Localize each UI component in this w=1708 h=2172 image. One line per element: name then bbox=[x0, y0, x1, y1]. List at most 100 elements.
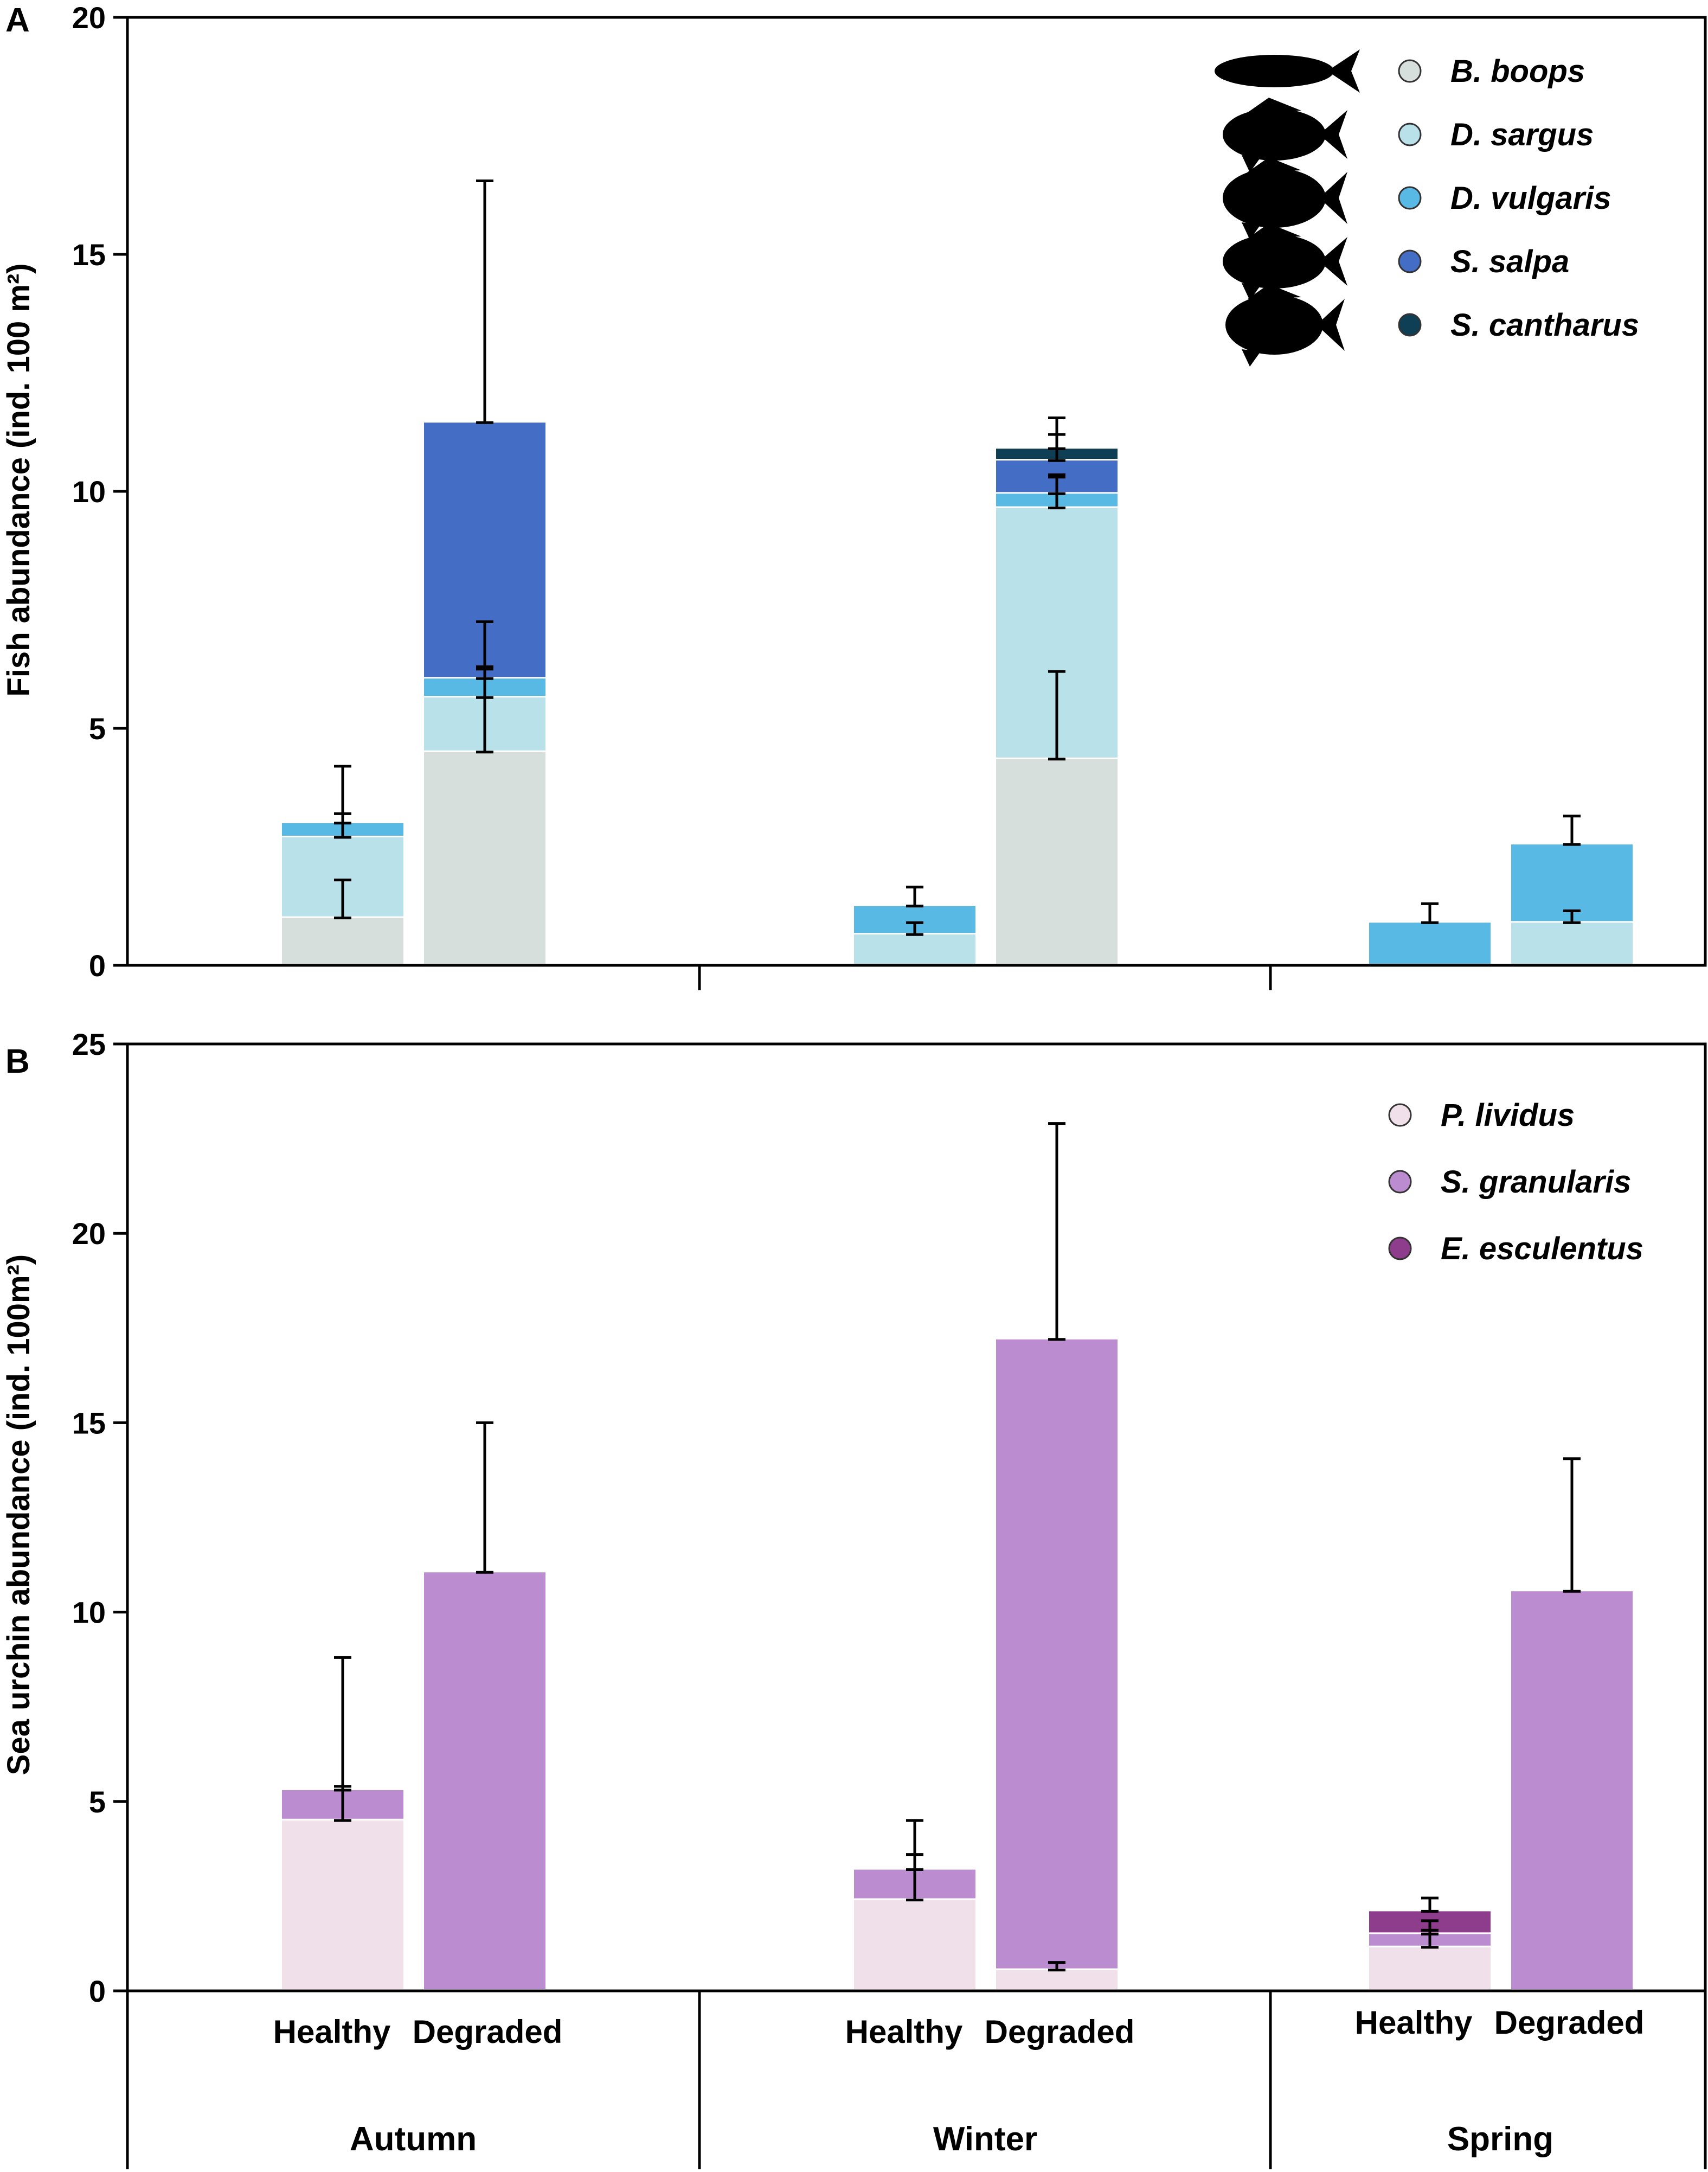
fish-tail bbox=[1319, 237, 1347, 286]
legend-swatch bbox=[1398, 186, 1422, 210]
bar-segment-s-granularis bbox=[1511, 1591, 1633, 1989]
fish-silhouette-vulgaris-icon bbox=[1223, 157, 1347, 240]
bar-segment-d-sargus bbox=[854, 934, 975, 964]
condition-label-autumn-degraded: Degraded bbox=[413, 2014, 563, 2050]
season-label-winter: Winter bbox=[933, 2120, 1037, 2158]
fish-pelvic-fin bbox=[1242, 349, 1261, 367]
bar-segment-s-granularis bbox=[424, 1572, 545, 1989]
legend-swatch bbox=[1388, 1236, 1412, 1260]
condition-label-winter-degraded: Degraded bbox=[985, 2014, 1135, 2050]
legend-swatch bbox=[1388, 1170, 1412, 1194]
legend-item-d-vulgaris: D. vulgaris bbox=[1223, 157, 1611, 240]
legend-label: D. vulgaris bbox=[1450, 181, 1611, 216]
legend-label: E. esculentus bbox=[1441, 1231, 1643, 1266]
fish-body bbox=[1223, 108, 1326, 161]
panel-b: B Sea urchin abundance (ind. 100m²) 0 5 10… bbox=[1, 1027, 1707, 2008]
fish-body bbox=[1223, 168, 1326, 228]
fish-tail bbox=[1327, 49, 1360, 93]
legend-label: S. salpa bbox=[1450, 244, 1569, 279]
bar-segment-p-lividus bbox=[854, 1900, 975, 1989]
legend-label: S. granularis bbox=[1441, 1164, 1631, 1200]
panel-b-legend: P. lividus S. granularis E. esculentus bbox=[1388, 1098, 1643, 1266]
bar-segment-d-vulgaris bbox=[1369, 922, 1491, 964]
panel-a-y-axis-label: Fish abundance (ind. 100 m²) bbox=[1, 263, 36, 696]
legend-swatch bbox=[1398, 59, 1422, 83]
bar-segment-d-vulgaris bbox=[1511, 844, 1633, 921]
fish-body bbox=[1225, 295, 1323, 355]
legend-label: B. boops bbox=[1450, 54, 1585, 89]
panel-b-letter: B bbox=[5, 1043, 30, 1080]
fish-pelvic-fin bbox=[1242, 283, 1261, 300]
fish-body bbox=[1223, 234, 1326, 289]
legend-item-s-cantharus: S. cantharus bbox=[1225, 284, 1639, 367]
panel-a-group-separators bbox=[698, 965, 1272, 990]
bar-segment-b-boops bbox=[424, 752, 545, 964]
fish-tail bbox=[1317, 299, 1345, 351]
y-tick-label: 20 bbox=[72, 1216, 106, 1251]
legend-swatch bbox=[1398, 123, 1422, 146]
fish-pelvic-fin bbox=[1242, 155, 1261, 172]
bar-autumn-healthy bbox=[282, 1656, 403, 1989]
panel-a-legend: B. boops D. sargus D. vulgaris S. salpa S. c… bbox=[1215, 49, 1639, 367]
y-tick-label: 5 bbox=[89, 712, 106, 746]
bar-segment-p-lividus bbox=[282, 1820, 403, 1989]
bar-winter-degraded bbox=[996, 1122, 1118, 1989]
panel-b-plot-frame bbox=[126, 1042, 1707, 1992]
panel-b-y-axis-label: Sea urchin abundance (ind. 100m²) bbox=[1, 1254, 36, 1775]
fish-dorsal-fin bbox=[1247, 98, 1301, 113]
fish-pelvic-fin bbox=[1242, 222, 1261, 240]
legend-item-b-boops: B. boops bbox=[1215, 49, 1585, 93]
fish-dorsal-fin bbox=[1247, 284, 1301, 299]
fish-silhouette-cantharus-icon bbox=[1225, 284, 1345, 367]
y-tick-label: 0 bbox=[89, 1974, 106, 2008]
bar-autumn-degraded bbox=[424, 180, 545, 964]
legend-label: D. sargus bbox=[1450, 117, 1594, 152]
y-tick-label: 20 bbox=[72, 1, 106, 35]
fish-body bbox=[1215, 55, 1334, 87]
y-tick-label: 0 bbox=[89, 949, 106, 983]
bar-segment-s-granularis bbox=[996, 1339, 1118, 1969]
legend-item-p-lividus: P. lividus bbox=[1388, 1098, 1575, 1133]
fish-dorsal-fin bbox=[1247, 223, 1301, 239]
condition-label-autumn-healthy: Healthy bbox=[273, 2014, 391, 2050]
legend-label: S. cantharus bbox=[1450, 307, 1639, 343]
bar-winter-degraded bbox=[996, 417, 1118, 964]
y-tick-label: 15 bbox=[72, 1406, 106, 1440]
bar-autumn-healthy bbox=[282, 765, 403, 964]
y-tick-label: 10 bbox=[72, 1596, 106, 1630]
bar-segment-b-boops bbox=[282, 918, 403, 964]
bar-spring-healthy bbox=[1369, 1897, 1491, 1989]
legend-swatch bbox=[1388, 1103, 1412, 1127]
bar-winter-healthy bbox=[854, 1819, 975, 1989]
fish-tail bbox=[1319, 110, 1347, 159]
legend-swatch bbox=[1398, 313, 1422, 337]
y-tick-label: 25 bbox=[72, 1027, 106, 1061]
condition-label-winter-healthy: Healthy bbox=[845, 2014, 963, 2050]
fish-tail bbox=[1319, 172, 1347, 224]
bar-winter-healthy bbox=[854, 886, 975, 964]
legend-label: P. lividus bbox=[1441, 1098, 1575, 1133]
season-label-autumn: Autumn bbox=[350, 2120, 477, 2158]
panel-a: A Fish abundance (ind. 100 m²) 05101520 … bbox=[1, 1, 1707, 990]
fish-silhouette-sargus-icon bbox=[1223, 98, 1347, 172]
legend-item-d-sargus: D. sargus bbox=[1223, 98, 1594, 172]
bar-segment-d-sargus bbox=[1511, 922, 1633, 964]
y-tick-label: 5 bbox=[89, 1785, 106, 1819]
fish-silhouette-salpa-icon bbox=[1223, 223, 1347, 300]
category-axis: Healthy Degraded Autumn Healthy Degraded Wint… bbox=[126, 1991, 1707, 2169]
panel-a-bars bbox=[282, 180, 1633, 964]
legend-item-s-granularis: S. granularis bbox=[1388, 1164, 1631, 1200]
legend-swatch bbox=[1398, 249, 1422, 273]
fish-dorsal-fin bbox=[1247, 157, 1301, 172]
condition-label-spring-healthy: Healthy bbox=[1355, 2004, 1473, 2041]
panel-a-y-ticks: 0 5 10 15 20 bbox=[72, 1, 127, 983]
fish-silhouette-bogue-icon bbox=[1215, 49, 1360, 93]
bar-segment-p-lividus bbox=[1369, 1947, 1491, 1989]
y-tick-label: 10 bbox=[72, 475, 106, 509]
panel-b-bars bbox=[282, 1122, 1633, 1989]
bar-spring-degraded bbox=[1511, 815, 1633, 964]
condition-label-spring-degraded: Degraded bbox=[1494, 2004, 1645, 2041]
bar-segment-p-lividus bbox=[996, 1970, 1118, 1989]
bar-spring-degraded bbox=[1511, 1457, 1633, 1989]
